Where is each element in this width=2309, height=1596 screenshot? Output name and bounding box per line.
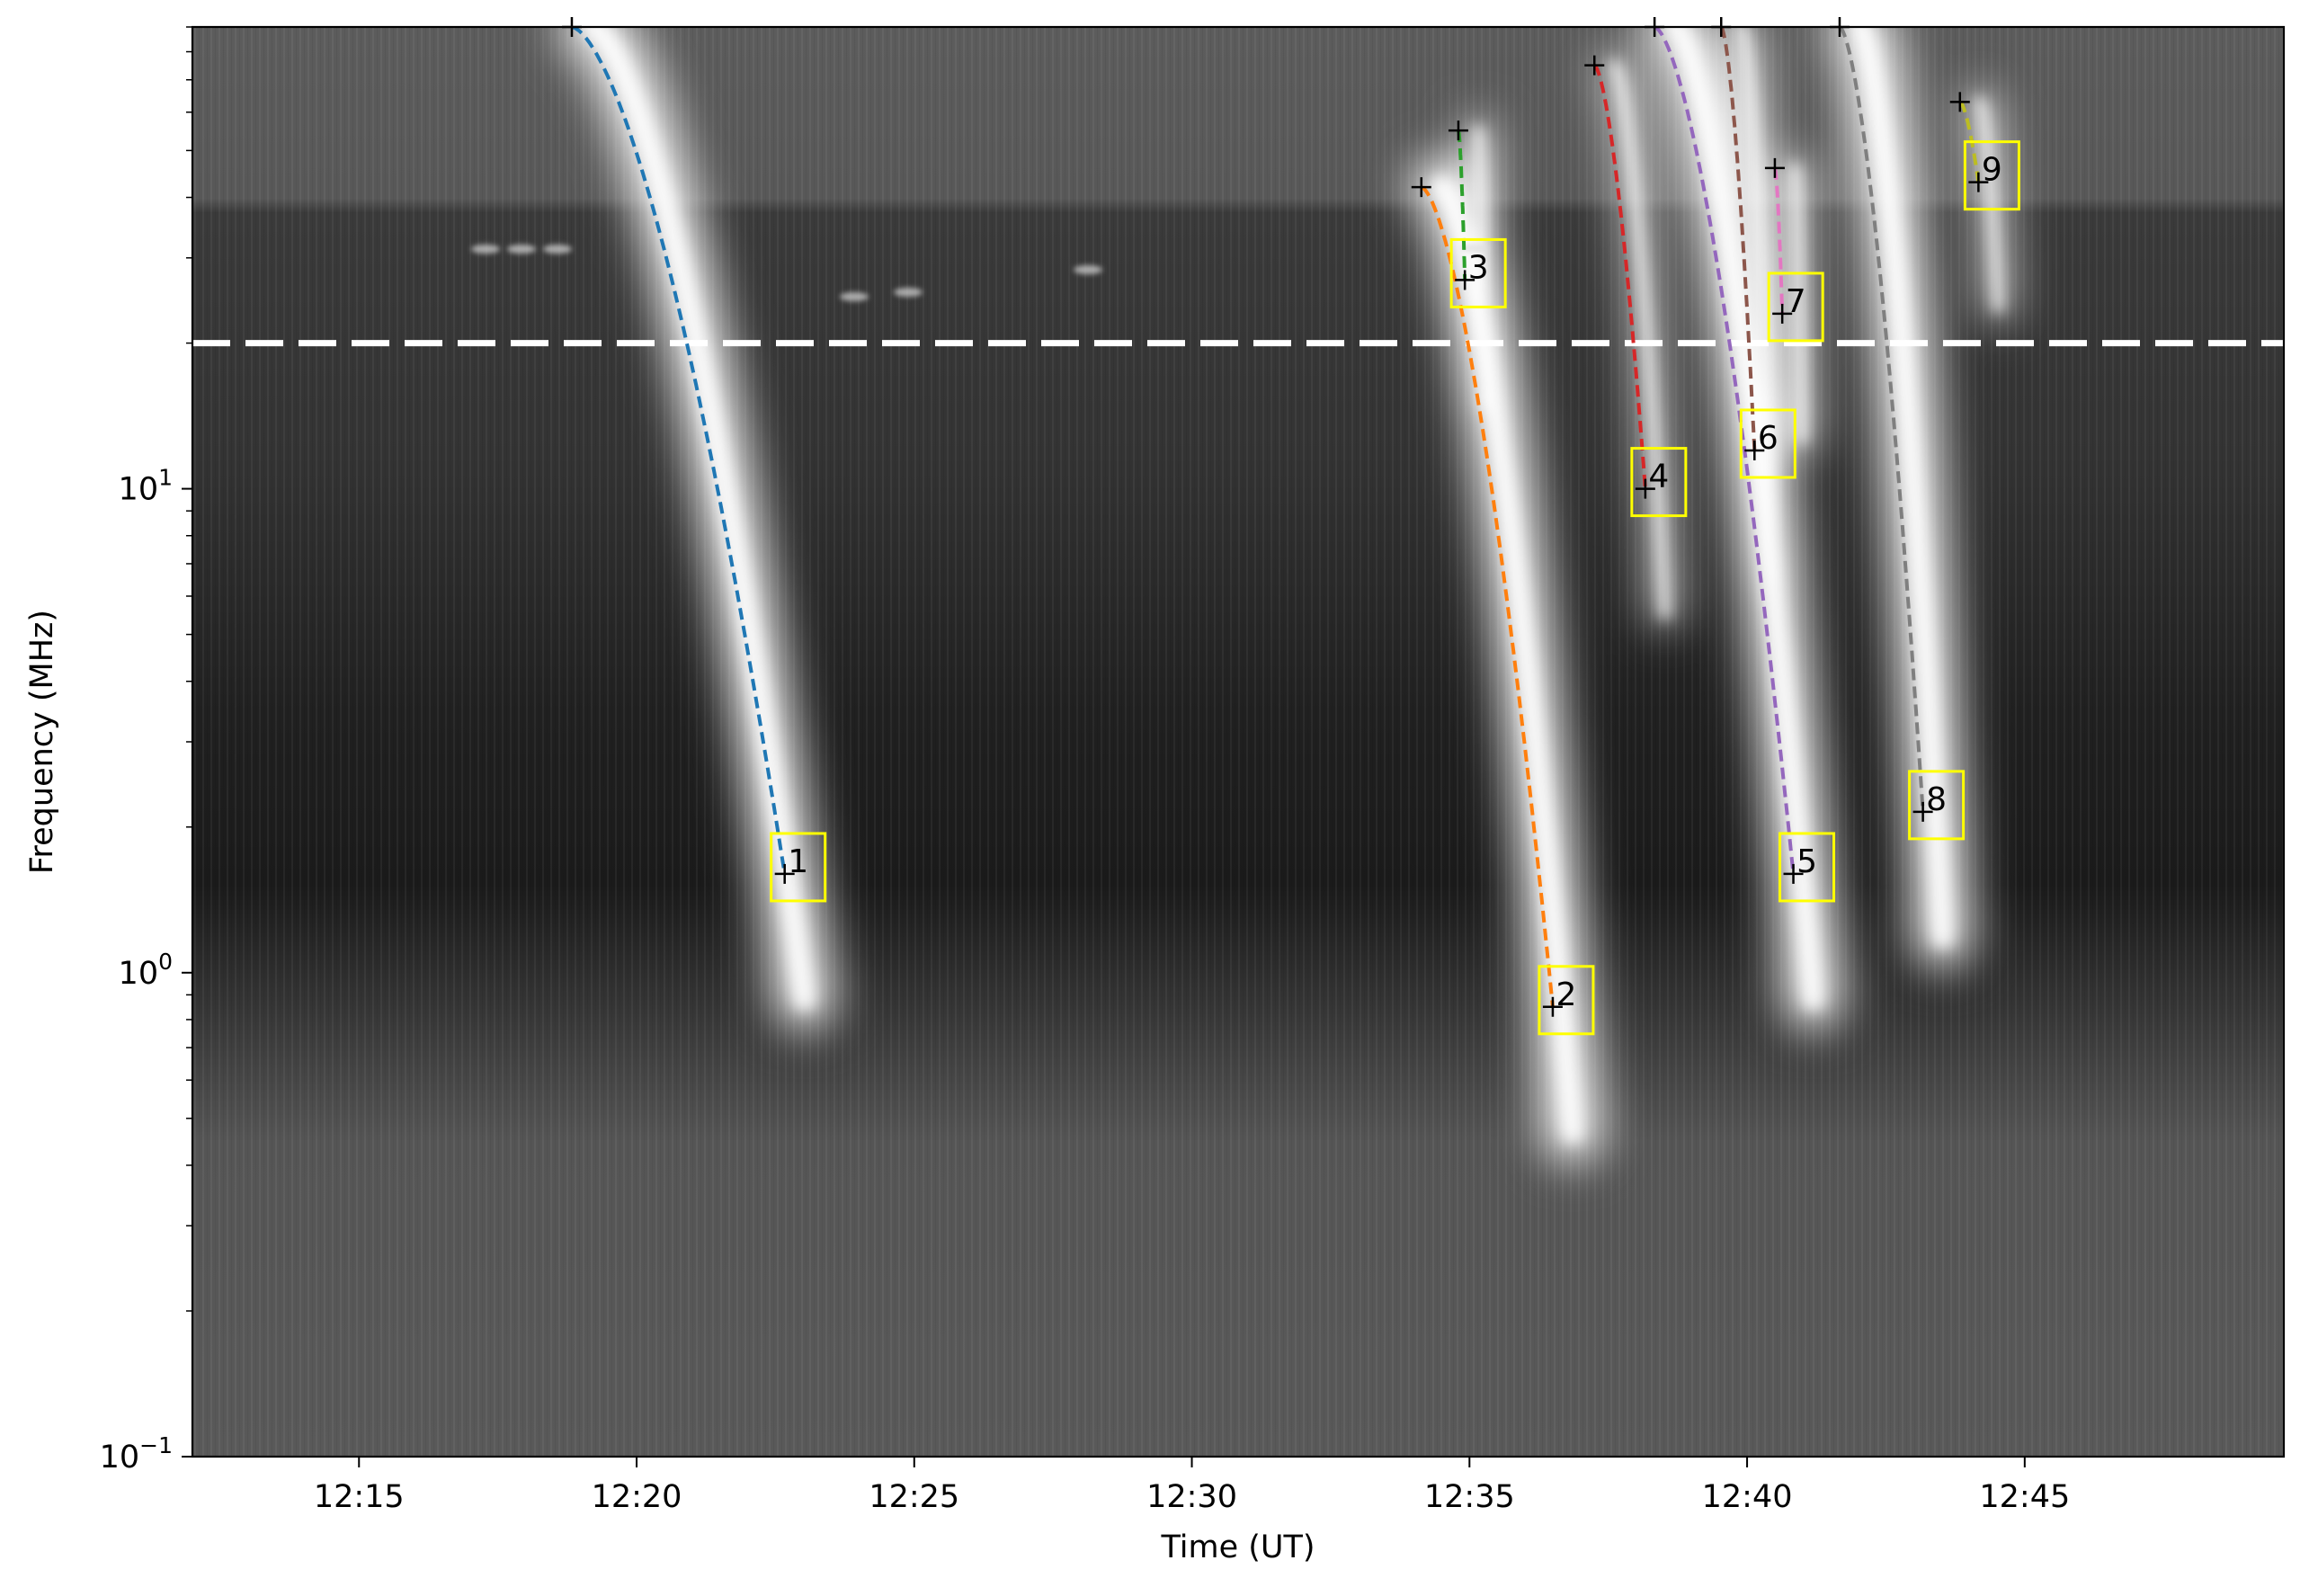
label-box-6 bbox=[1739, 408, 1796, 479]
track-6 bbox=[1719, 27, 1757, 451]
end-marker-3 bbox=[1455, 270, 1475, 290]
end-marker-8 bbox=[1912, 801, 1933, 822]
end-marker-6 bbox=[1744, 440, 1765, 460]
x-tick-label: 12:40 bbox=[1702, 1479, 1793, 1515]
burst-label-3: 3 bbox=[1468, 249, 1489, 286]
label-box-7 bbox=[1767, 272, 1824, 343]
end-marker-2 bbox=[1542, 996, 1563, 1017]
x-tick-label: 12:15 bbox=[314, 1479, 405, 1515]
start-marker-7 bbox=[1764, 157, 1785, 178]
x-tick-label: 12:20 bbox=[592, 1479, 682, 1515]
x-tick-label: 12:35 bbox=[1424, 1479, 1515, 1515]
track-9 bbox=[1958, 100, 1981, 183]
start-marker-4 bbox=[1584, 55, 1605, 76]
end-marker-1 bbox=[774, 863, 795, 884]
label-box-9 bbox=[1963, 140, 2020, 211]
x-tick-label: 12:25 bbox=[869, 1479, 959, 1515]
x-tick-label: 12:30 bbox=[1146, 1479, 1237, 1515]
track-7 bbox=[1773, 166, 1785, 314]
x-tick-label: 12:45 bbox=[1979, 1479, 2070, 1515]
label-box-5 bbox=[1779, 832, 1836, 903]
y-tick-label: 10−1 bbox=[100, 1432, 173, 1476]
label-box-4 bbox=[1630, 447, 1688, 518]
track-1 bbox=[571, 27, 787, 875]
burst-label-7: 7 bbox=[1786, 283, 1806, 320]
y-axis-label: Frequency (MHz) bbox=[24, 610, 60, 874]
end-marker-9 bbox=[1968, 172, 1989, 192]
burst-label-9: 9 bbox=[1982, 152, 2002, 189]
burst-label-2: 2 bbox=[1556, 976, 1576, 1013]
track-5 bbox=[1654, 27, 1796, 875]
spectrogram-image bbox=[192, 27, 2284, 1457]
burst-label-8: 8 bbox=[1926, 781, 1947, 818]
track-8 bbox=[1838, 27, 1925, 813]
y-tick-label: 100 bbox=[119, 949, 173, 992]
label-box-1 bbox=[770, 832, 827, 903]
y-tick-label: 101 bbox=[119, 465, 173, 508]
start-marker-2 bbox=[1411, 177, 1431, 198]
track-2 bbox=[1420, 185, 1555, 1007]
label-box-2 bbox=[1538, 965, 1595, 1036]
track-4 bbox=[1593, 63, 1647, 489]
burst-label-5: 5 bbox=[1796, 843, 1817, 880]
label-box-8 bbox=[1908, 770, 1966, 841]
x-axis-label: Time (UT) bbox=[1160, 1529, 1315, 1565]
burst-label-1: 1 bbox=[788, 843, 808, 880]
end-marker-7 bbox=[1772, 303, 1793, 324]
start-marker-9 bbox=[1949, 92, 1970, 112]
start-marker-3 bbox=[1448, 120, 1468, 141]
burst-label-6: 6 bbox=[1758, 420, 1779, 457]
burst-label-4: 4 bbox=[1648, 459, 1669, 495]
label-box-3 bbox=[1449, 237, 1507, 308]
end-marker-5 bbox=[1783, 863, 1804, 884]
end-marker-4 bbox=[1635, 478, 1655, 499]
